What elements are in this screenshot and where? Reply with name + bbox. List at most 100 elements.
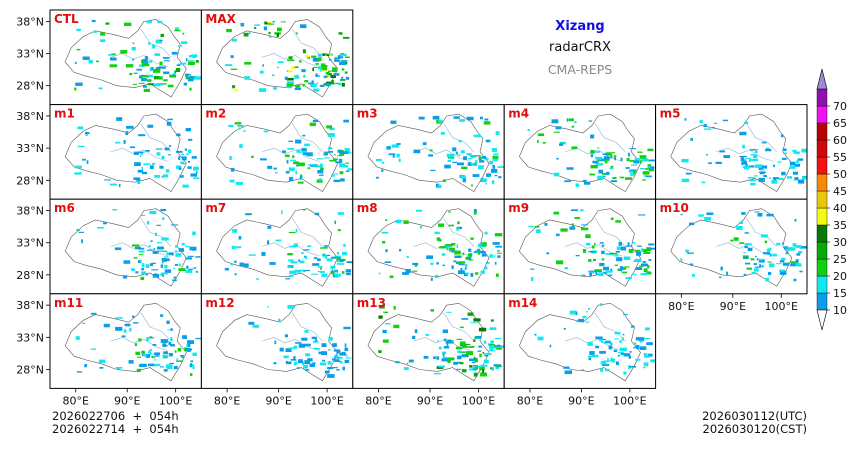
echo-cell bbox=[466, 257, 472, 260]
echo-cell bbox=[289, 270, 297, 274]
echo-cell bbox=[326, 54, 330, 57]
echo-cell bbox=[151, 162, 156, 165]
echo-cell bbox=[129, 327, 132, 332]
echo-cell bbox=[414, 264, 418, 267]
echo-cell bbox=[460, 150, 465, 154]
echo-cell bbox=[599, 339, 603, 342]
echo-cell bbox=[334, 220, 336, 225]
echo-cell bbox=[125, 131, 129, 135]
echo-cell bbox=[343, 326, 351, 330]
echo-cell bbox=[616, 246, 624, 250]
echo-cell bbox=[301, 148, 307, 151]
region-boundary bbox=[64, 302, 187, 382]
echo-cell bbox=[619, 340, 622, 343]
panel-map-content bbox=[367, 302, 505, 382]
echo-cell bbox=[615, 251, 620, 253]
echo-cell bbox=[146, 20, 152, 24]
echo-cell bbox=[312, 263, 320, 266]
echo-cell bbox=[609, 167, 614, 170]
river-line bbox=[140, 312, 172, 342]
echo-cell bbox=[161, 155, 165, 160]
panel-map-content bbox=[367, 208, 503, 287]
echo-cell bbox=[402, 272, 409, 275]
echo-cell bbox=[345, 151, 352, 154]
echo-cell bbox=[296, 164, 299, 167]
echo-cell bbox=[797, 179, 805, 184]
echo-cell bbox=[132, 315, 135, 318]
echo-cell bbox=[595, 156, 603, 160]
colorbar-level-label: 20 bbox=[833, 270, 847, 283]
echo-cell bbox=[412, 262, 419, 265]
echo-cell bbox=[643, 337, 651, 339]
echo-cell bbox=[163, 79, 168, 82]
echo-cell bbox=[490, 319, 494, 322]
echo-cell bbox=[159, 61, 163, 66]
echo-cell bbox=[230, 68, 238, 70]
echo-cell bbox=[151, 269, 159, 271]
echo-cell bbox=[347, 168, 353, 171]
echo-cell bbox=[489, 160, 493, 165]
echo-cell bbox=[299, 269, 304, 272]
echo-cell bbox=[556, 157, 559, 160]
echo-cell bbox=[453, 260, 457, 263]
echo-cell bbox=[645, 271, 649, 274]
echo-cell bbox=[152, 344, 157, 346]
echo-cell bbox=[769, 177, 771, 179]
echo-cell bbox=[301, 150, 307, 154]
echo-cell bbox=[327, 349, 331, 351]
echo-cell bbox=[326, 258, 333, 262]
echo-cell bbox=[243, 130, 246, 132]
echo-cell bbox=[475, 272, 479, 275]
echo-cell bbox=[736, 226, 743, 230]
colorbar-level-label: 70 bbox=[833, 100, 847, 113]
colorbar-extend-top bbox=[816, 68, 828, 90]
echo-cell bbox=[141, 63, 150, 67]
echo-cell bbox=[170, 328, 173, 331]
echo-cell bbox=[156, 242, 162, 244]
region-boundary bbox=[519, 113, 641, 193]
echo-cell bbox=[275, 172, 278, 174]
echo-cell bbox=[340, 178, 345, 182]
echo-cell bbox=[795, 245, 802, 248]
echo-cell bbox=[284, 76, 288, 80]
echo-cell bbox=[605, 253, 613, 255]
echo-cell bbox=[252, 324, 259, 328]
echo-cell bbox=[457, 154, 461, 156]
echo-cell bbox=[175, 68, 181, 72]
echo-cell bbox=[458, 270, 465, 275]
echo-cell bbox=[404, 367, 409, 370]
echo-cell bbox=[277, 61, 284, 64]
colorbar-level-label: 65 bbox=[833, 117, 847, 130]
echo-cell bbox=[230, 263, 234, 266]
echo-cell bbox=[341, 82, 345, 87]
echo-cell bbox=[689, 222, 695, 226]
echo-cell bbox=[192, 231, 196, 236]
echo-cell bbox=[174, 30, 181, 32]
echo-cell bbox=[156, 152, 161, 156]
echo-cell bbox=[604, 160, 608, 164]
echo-cell bbox=[303, 152, 311, 156]
echo-cell bbox=[498, 345, 504, 348]
echo-cell bbox=[484, 118, 489, 121]
echo-cell bbox=[456, 338, 463, 340]
echo-cell bbox=[378, 315, 383, 319]
echo-cell bbox=[462, 178, 466, 183]
echo-cell bbox=[456, 226, 463, 230]
echo-cell bbox=[758, 167, 763, 170]
echo-cell bbox=[544, 223, 548, 226]
echo-cell bbox=[379, 304, 385, 309]
echo-cell bbox=[610, 268, 613, 272]
colorbar-level-label: 35 bbox=[833, 219, 847, 232]
echo-cell bbox=[187, 344, 191, 348]
echo-cell bbox=[608, 345, 613, 350]
echo-cell bbox=[484, 340, 487, 344]
echo-cell bbox=[103, 222, 107, 225]
echo-cell bbox=[290, 246, 297, 248]
echo-cell bbox=[623, 256, 631, 260]
echo-cell bbox=[744, 256, 749, 259]
echo-cell bbox=[193, 267, 197, 270]
echo-cell bbox=[602, 173, 607, 175]
echo-cell bbox=[542, 142, 546, 144]
echo-cell bbox=[326, 125, 332, 129]
echo-cell bbox=[147, 249, 153, 251]
